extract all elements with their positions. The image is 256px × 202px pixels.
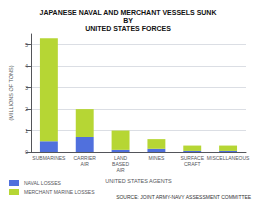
svg-text:BY: BY (123, 17, 133, 24)
svg-text:2: 2 (25, 106, 28, 112)
svg-text:JAPANESE NAVAL AND MERCHANT VE: JAPANESE NAVAL AND MERCHANT VESSELS SUNK (40, 9, 217, 16)
svg-text:5: 5 (25, 42, 28, 48)
svg-text:1: 1 (25, 128, 28, 134)
svg-text:MINES: MINES (148, 155, 165, 161)
svg-text:SOURCE: JOINT ARMY-NAVY ASSESS: SOURCE: JOINT ARMY-NAVY ASSESSMENT COMMI… (116, 194, 252, 200)
svg-text:AIR: AIR (116, 167, 125, 173)
svg-text:NAVAL LOSSES: NAVAL LOSSES (24, 180, 62, 186)
svg-text:UNITED STATES FORCES: UNITED STATES FORCES (85, 25, 171, 32)
svg-text:LAND: LAND (113, 155, 128, 161)
svg-text:UNITED STATES AGENTS: UNITED STATES AGENTS (105, 178, 172, 184)
svg-text:CARRIER: CARRIER (73, 155, 96, 161)
svg-text:CRAFT: CRAFT (184, 161, 201, 167)
svg-text:0: 0 (25, 149, 28, 155)
svg-text:MERCHANT MARINE LOSSES: MERCHANT MARINE LOSSES (24, 189, 95, 195)
svg-text:SUBMARINES: SUBMARINES (32, 155, 66, 161)
svg-text:(MILLIONS OF TONS): (MILLIONS OF TONS) (8, 65, 14, 120)
svg-text:3: 3 (25, 85, 28, 91)
svg-text:AIR: AIR (81, 161, 90, 167)
svg-text:BASED: BASED (112, 161, 129, 167)
svg-text:4: 4 (25, 63, 28, 69)
svg-text:SURFACE: SURFACE (180, 155, 205, 161)
svg-text:MISCELLANEOUS: MISCELLANEOUS (207, 155, 250, 161)
